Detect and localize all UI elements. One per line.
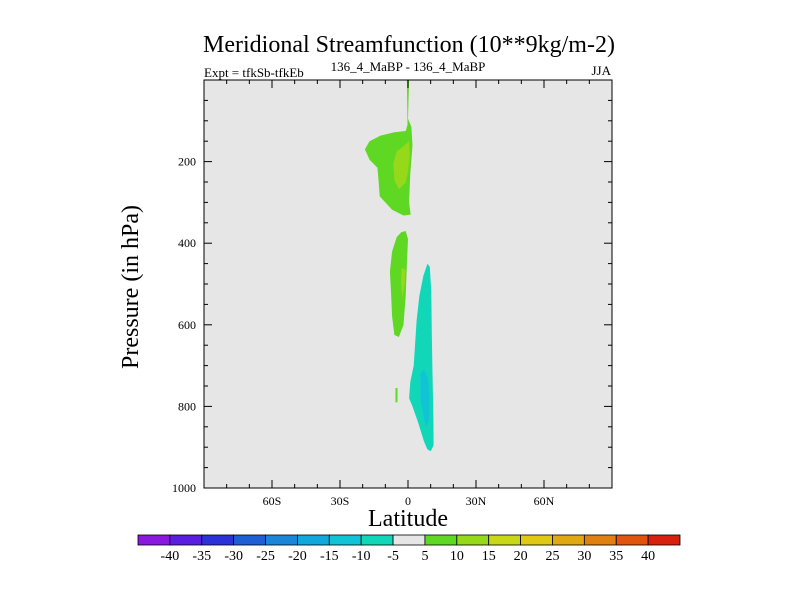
colorbar-box xyxy=(583,534,617,546)
colorbar-box xyxy=(552,534,585,546)
colorbar-box xyxy=(328,534,362,546)
x-tick-label: 30N xyxy=(466,494,487,508)
colorbar: -40 -35 -30 -25 -20 -15 -10 -5 5 10 15 20 25 30 35 40 xyxy=(137,534,681,564)
y-axis-label: Pressure (in hPa) xyxy=(118,205,144,369)
colorbar-label: 5 xyxy=(421,549,428,564)
colorbar-label: -40 xyxy=(161,549,180,564)
y-tick-label: 1000 xyxy=(172,481,196,495)
colorbar-box xyxy=(201,534,235,546)
season-string: JJA xyxy=(591,63,611,78)
experiment-string: Expt = tfkSb-tfkEb xyxy=(204,65,304,80)
x-tick-label: 60N xyxy=(534,494,555,508)
colorbar-box xyxy=(265,534,298,546)
isolated-positive-fleck xyxy=(395,388,398,403)
mid-positive-lobe-region xyxy=(389,231,408,337)
colorbar-box xyxy=(456,534,490,546)
colorbar-box xyxy=(360,534,394,546)
colorbar-label: -30 xyxy=(224,549,243,564)
x-tick-label: 60S xyxy=(263,494,282,508)
run-string: 136_4_MaBP - 136_4_MaBP xyxy=(331,59,486,74)
chart-title: Meridional Streamfunction (10**9kg/m-2) xyxy=(203,32,615,58)
colorbar-box xyxy=(488,534,521,546)
colorbar-label: -35 xyxy=(192,549,211,564)
colorbar-box xyxy=(520,534,553,546)
colorbar-label: 10 xyxy=(450,549,464,564)
colorbar-box xyxy=(233,534,266,546)
x-axis-label: Latitude xyxy=(368,506,448,532)
colorbar-label: -5 xyxy=(387,549,399,564)
colorbar-label: -10 xyxy=(352,549,371,564)
y-tick-label: 400 xyxy=(178,236,196,250)
x-axis: 60S 30S 0 30N 60N xyxy=(203,80,613,508)
colorbar-label: 35 xyxy=(609,549,623,564)
lower-negative-core-region xyxy=(420,369,430,427)
colorbar-label: 25 xyxy=(545,549,559,564)
mid-positive-core-region xyxy=(401,267,406,299)
colorbar-label: 15 xyxy=(482,549,496,564)
colorbar-box xyxy=(615,534,649,546)
y-tick-label: 600 xyxy=(178,318,196,332)
colorbar-label: -25 xyxy=(256,549,275,564)
y-axis: 200 400 600 800 1000 xyxy=(172,99,612,495)
colorbar-label: 40 xyxy=(641,549,655,564)
upper-positive-core-region xyxy=(393,141,410,190)
colorbar-label: 30 xyxy=(577,549,591,564)
colorbar-box xyxy=(297,534,330,546)
colorbar-label: 20 xyxy=(514,549,528,564)
colorbar-box xyxy=(647,534,681,546)
y-tick-label: 800 xyxy=(178,399,196,413)
colorbar-box xyxy=(137,534,171,546)
colorbar-box xyxy=(392,534,426,546)
colorbar-label: -20 xyxy=(288,549,307,564)
x-tick-label: 30S xyxy=(331,494,350,508)
y-tick-label: 200 xyxy=(178,155,196,169)
colorbar-label: -15 xyxy=(320,549,339,564)
contour-layer xyxy=(364,80,434,452)
colorbar-box xyxy=(424,534,458,546)
x-tick-label: 0 xyxy=(405,494,411,508)
colorbar-box xyxy=(169,534,203,546)
